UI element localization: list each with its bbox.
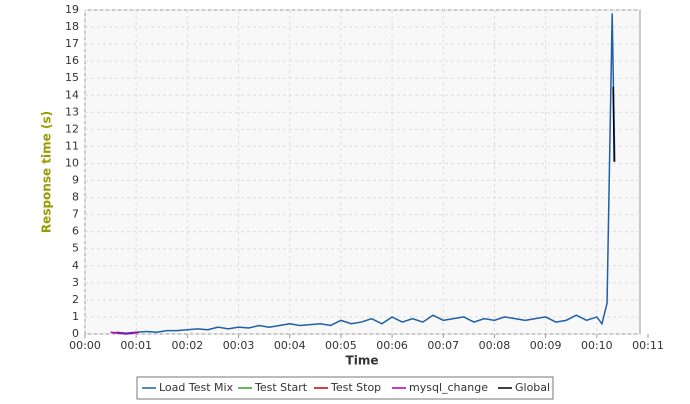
y-tick-label: 12 [65,122,79,135]
y-tick-label: 0 [72,327,79,340]
legend-label: mysql_change [409,381,488,394]
x-tick-label: 00:01 [120,339,152,352]
series-line [612,86,615,162]
y-tick-label: 5 [72,242,79,255]
y-tick-label: 3 [72,276,79,289]
x-axis-title: Time [346,354,379,368]
y-tick-label: 4 [72,259,79,272]
y-tick-label: 11 [65,139,79,152]
y-tick-label: 8 [72,191,79,204]
y-tick-label: 13 [65,105,79,118]
series-line [115,13,616,334]
y-tick-label: 2 [72,293,79,306]
series-line [110,331,139,335]
legend-label: Load Test Mix [159,381,234,394]
y-tick-label: 15 [65,71,79,84]
y-axis-title: Response time (s) [40,111,54,233]
x-tick-label: 00:07 [427,339,459,352]
legend-label: Test Stop [330,381,381,394]
x-tick-label: 00:05 [325,339,357,352]
y-tick-label: 16 [65,54,79,67]
x-tick-label: 00:09 [530,339,562,352]
plot-area [84,9,641,335]
y-tick-label: 1 [72,310,79,323]
y-tick-label: 17 [65,37,79,50]
y-tick-label: 9 [72,174,79,187]
legend-box [136,376,554,400]
y-tick-label: 7 [72,208,79,221]
legend-label: Global [515,381,550,394]
y-tick-label: 6 [72,225,79,238]
y-tick-label: 19 [65,3,79,16]
x-tick-label: 00:08 [479,339,511,352]
y-tick-label: 10 [65,156,79,169]
x-tick-label: 00:06 [376,339,408,352]
legend-label: Test Start [254,381,308,394]
x-tick-label: 00:00 [69,339,101,352]
x-tick-label: 00:02 [172,339,204,352]
x-tick-label: 00:03 [223,339,255,352]
y-tick-label: 18 [65,20,79,33]
x-tick-label: 00:10 [581,339,613,352]
x-tick-label: 00:04 [274,339,306,352]
y-tick-label: 14 [65,88,79,101]
x-tick-label: 00:11 [632,339,664,352]
